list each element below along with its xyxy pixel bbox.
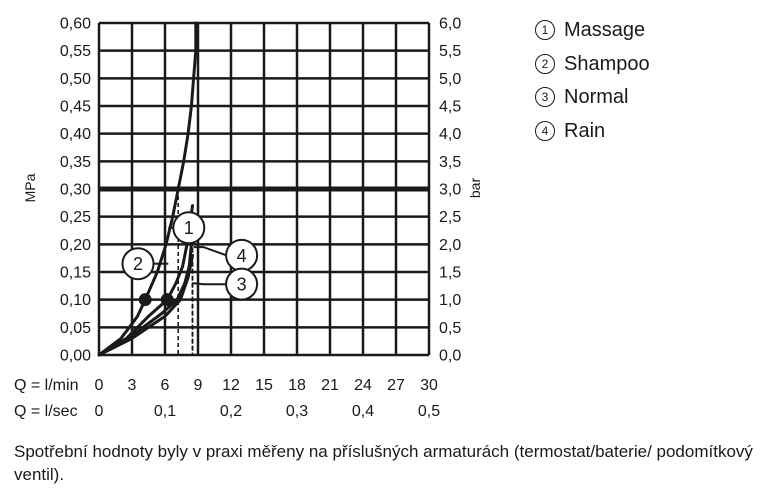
y-left-tick-label: 0,10 [60, 292, 91, 309]
callout-circle-3 [225, 267, 259, 301]
x-row1-tick-label: 30 [420, 377, 438, 394]
x-row1-tick-label: 3 [128, 377, 137, 394]
x-row1-axis-label: Q = l/min [14, 377, 78, 394]
x-row1-tick-label: 9 [194, 377, 203, 394]
y-right-tick-label: 3,5 [439, 154, 461, 171]
y-right-axis-label: bar [467, 178, 483, 199]
series-line-normal [97, 253, 194, 357]
x-row2-tick-label: 0,5 [418, 403, 440, 420]
y-left-tick-label: 0,55 [60, 43, 91, 60]
y-right-tick-label: 0,5 [439, 320, 461, 337]
y-left-tick-label: 0,05 [60, 320, 91, 337]
callouts: 1 2 4 3 [121, 211, 259, 301]
callout-number-3: 3 [237, 275, 247, 295]
y-right-tick-label: 3,0 [439, 182, 461, 199]
legend-item-massage: 1 Massage [535, 14, 650, 48]
legend-label-massage: Massage [564, 19, 646, 41]
y-left-tick-label: 0,45 [60, 99, 91, 116]
legend-label-rain: Rain [564, 119, 606, 142]
y-left-axis-label: MPa [22, 173, 38, 202]
y-left-tick-label: 0,40 [60, 126, 91, 143]
x-row2-axis-label: Q = l/sec [14, 403, 78, 420]
y-left-tick-label: 0,15 [60, 265, 91, 282]
x-row2-tick-label: 0,4 [352, 403, 374, 420]
callout-circle-1 [172, 211, 206, 245]
y-right-tick-label: 1,0 [439, 292, 461, 309]
y-right-tick-label: 6,0 [439, 16, 461, 33]
callout-number-2: 2 [133, 254, 143, 274]
flow-pressure-chart: 0,00 0,00,05 0,50,10 1,00,15 1,50,20 2,00,25 2… [14, 16, 483, 421]
grid [97, 21, 431, 357]
y-right-tick-label: 4,5 [439, 99, 461, 116]
x-row2-tick-label: 0 [95, 403, 104, 420]
series-line-rain [97, 226, 194, 357]
x-row1-tick-label: 15 [255, 377, 273, 394]
y-right-tick-label: 1,5 [439, 265, 461, 282]
legend-item-shampoo: 2 Shampoo [535, 48, 650, 82]
axes: 0,00 0,00,05 0,50,10 1,00,15 1,50,20 2,00,25 2… [60, 16, 461, 421]
x-row2-tick-label: 0,3 [286, 403, 308, 420]
x-row2-tick-label: 0,1 [154, 403, 176, 420]
legend: 1 Massage 2 Shampoo 3 Normal 4 Rain [535, 14, 650, 148]
x-row1-tick-label: 0 [95, 377, 104, 394]
y-right-tick-label: 2,0 [439, 237, 461, 254]
legend-label-shampoo: Shampoo [564, 52, 650, 75]
legend-label-normal: Normal [564, 86, 629, 108]
caption: Spotřební hodnoty byly v praxi měřeny na… [14, 442, 753, 484]
series-dot-shampoo [160, 293, 174, 307]
legend-marker-3: 3 [535, 87, 555, 107]
x-row1-tick-label: 21 [321, 377, 339, 394]
callout-leader-3 [192, 282, 227, 286]
callout-number-4: 4 [237, 246, 247, 266]
y-right-tick-label: 0,0 [439, 348, 461, 365]
callout-circle-2 [121, 247, 155, 281]
y-left-tick-label: 0,50 [60, 71, 91, 88]
callout-leader-4 [193, 246, 227, 257]
callout-number-1: 1 [184, 218, 194, 238]
y-left-tick-label: 0,60 [60, 16, 91, 33]
x-row1-tick-label: 27 [387, 377, 405, 394]
y-right-tick-label: 5,5 [439, 43, 461, 60]
y-right-tick-label: 4,0 [439, 126, 461, 143]
y-left-tick-label: 0,35 [60, 154, 91, 171]
x-row1-tick-label: 24 [354, 377, 372, 394]
y-right-tick-label: 5,0 [439, 71, 461, 88]
legend-marker-2: 2 [535, 53, 555, 74]
legend-marker-4: 4 [535, 120, 555, 141]
x-row1-tick-label: 12 [222, 377, 240, 394]
x-row2-tick-label: 0,2 [220, 403, 242, 420]
y-left-tick-label: 0,00 [60, 348, 91, 365]
legend-item-normal: 3 Normal [535, 81, 650, 115]
y-left-tick-label: 0,20 [60, 237, 91, 254]
series-dot-massage [138, 293, 152, 307]
x-row1-tick-label: 6 [161, 377, 170, 394]
legend-marker-1: 1 [535, 20, 555, 40]
y-left-tick-label: 0,30 [60, 182, 91, 199]
y-right-tick-label: 2,5 [439, 209, 461, 226]
series-line-massage [97, 21, 198, 357]
legend-item-rain: 4 Rain [535, 115, 650, 149]
x-row1-tick-label: 18 [288, 377, 306, 394]
y-left-tick-label: 0,25 [60, 209, 91, 226]
